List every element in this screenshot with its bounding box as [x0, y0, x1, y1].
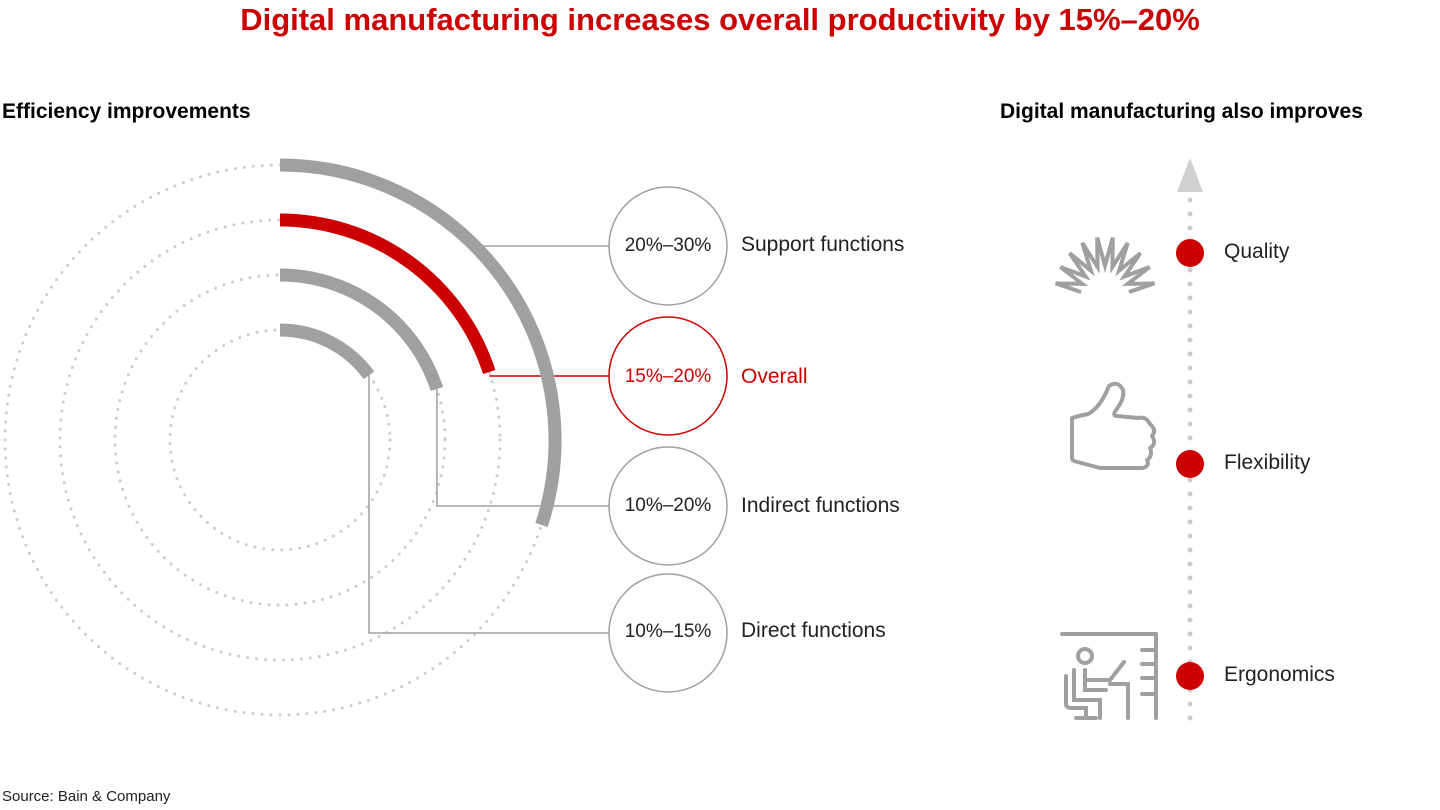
efficiency-arc	[279, 323, 375, 380]
improves-heading: Digital manufacturing also improves	[1000, 100, 1363, 123]
improvement-label-flexibility: Flexibility	[1224, 451, 1311, 474]
label-direct: Direct functions	[741, 619, 886, 642]
range-indirect: 10%–20%	[624, 495, 712, 516]
label-indirect: Indirect functions	[741, 494, 900, 517]
quality-dot	[1176, 239, 1204, 267]
connector-line	[436, 389, 610, 507]
sunburst-icon	[1054, 237, 1156, 294]
efficiency-arc	[279, 268, 444, 392]
improvement-axis	[1176, 158, 1204, 725]
page-title: Digital manufacturing increases overall …	[240, 2, 1200, 37]
connector-line	[368, 375, 610, 634]
efficiency-heading: Efficiency improvements	[2, 100, 251, 123]
efficiency-arc	[279, 213, 496, 375]
range-bubble	[608, 573, 728, 693]
label-support: Support functions	[741, 233, 905, 256]
efficiency-arc	[279, 158, 562, 527]
range-bubble	[608, 316, 728, 436]
range-direct: 10%–15%	[624, 621, 712, 642]
range-bubble	[608, 186, 728, 306]
thumbs-up-icon	[1070, 381, 1157, 470]
label-overall: Overall	[741, 365, 808, 388]
dotted-ring	[168, 328, 392, 552]
range-overall: 15%–20%	[624, 366, 712, 387]
range-support: 20%–30%	[624, 235, 712, 256]
person-at-desk-icon	[1060, 632, 1158, 720]
dotted-ring	[113, 273, 447, 607]
source-note: Source: Bain & Company	[2, 788, 171, 805]
range-bubble	[608, 446, 728, 566]
arrow-up-icon	[1177, 158, 1203, 192]
ergonomics-dot	[1176, 662, 1204, 690]
improvement-label-quality: Quality	[1224, 240, 1290, 263]
flexibility-dot	[1176, 450, 1204, 478]
improvement-label-ergonomics: Ergonomics	[1224, 663, 1335, 686]
